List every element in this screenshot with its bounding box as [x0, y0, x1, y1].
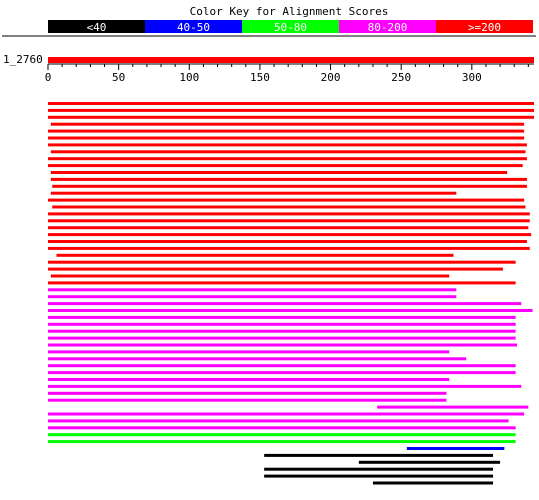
hit-bar[interactable]: [48, 212, 530, 216]
hit-bar[interactable]: [50, 150, 526, 154]
hit-bar[interactable]: [50, 274, 450, 278]
hit-bar[interactable]: [56, 253, 454, 257]
hit-bar[interactable]: [377, 405, 529, 409]
hit-bar[interactable]: [48, 364, 516, 368]
alignment-hits: [48, 102, 534, 485]
hit-bar[interactable]: [48, 336, 516, 340]
hit-bar[interactable]: [48, 136, 525, 140]
hit-bar[interactable]: [48, 315, 516, 319]
hit-bar[interactable]: [48, 102, 534, 105]
query-bar: [48, 57, 534, 63]
color-key-title: Color Key for Alignment Scores: [190, 5, 389, 18]
hit-bar[interactable]: [52, 184, 527, 188]
hit-bar[interactable]: [48, 350, 450, 354]
hit-bar[interactable]: [358, 460, 501, 464]
hit-bar[interactable]: [50, 122, 525, 126]
hit-bar[interactable]: [48, 219, 530, 223]
hit-bar[interactable]: [48, 246, 530, 250]
hit-bar[interactable]: [48, 426, 516, 430]
color-key-label: 80-200: [368, 21, 408, 34]
hit-bar[interactable]: [48, 433, 516, 437]
hit-bar[interactable]: [264, 474, 494, 478]
hit-bar[interactable]: [50, 171, 508, 174]
axis-tick-label: 50: [112, 71, 125, 84]
hit-bar[interactable]: [48, 419, 509, 423]
hit-bar[interactable]: [48, 384, 522, 388]
hit-bar[interactable]: [48, 157, 527, 161]
hit-bar[interactable]: [48, 240, 527, 243]
hit-bar[interactable]: [48, 398, 447, 402]
hit-bar[interactable]: [48, 322, 516, 326]
color-key-swatch: [145, 20, 242, 33]
hit-bar[interactable]: [50, 177, 527, 181]
hit-bar[interactable]: [48, 198, 525, 202]
hit-bar[interactable]: [50, 191, 457, 195]
hit-bar[interactable]: [52, 205, 526, 209]
hit-bar[interactable]: [48, 309, 533, 312]
hit-bar[interactable]: [48, 115, 534, 119]
hit-bar[interactable]: [48, 391, 447, 395]
hit-bar[interactable]: [48, 329, 516, 333]
hit-bar[interactable]: [48, 288, 457, 292]
axis-tick-label: 200: [321, 71, 341, 84]
hit-bar[interactable]: [48, 412, 525, 416]
hit-bar[interactable]: [406, 447, 505, 450]
color-key-swatch: [48, 20, 145, 33]
hit-bar[interactable]: [48, 302, 522, 306]
axis-tick-label: 0: [45, 71, 52, 84]
hit-bar[interactable]: [48, 378, 450, 381]
hit-bar[interactable]: [264, 453, 494, 457]
axis-tick-label: 300: [462, 71, 482, 84]
hit-bar[interactable]: [48, 371, 516, 375]
hit-bar[interactable]: [48, 295, 457, 299]
hit-bar[interactable]: [48, 233, 532, 237]
hit-bar[interactable]: [48, 260, 516, 264]
hit-bar[interactable]: [48, 357, 467, 361]
coordinate-axis: 0 50 100 150 200 250 300: [45, 63, 534, 84]
axis-tick-label: 150: [250, 71, 270, 84]
hit-bar[interactable]: [372, 481, 494, 485]
color-key-label: 50-80: [274, 21, 307, 34]
axis-tick-label: 100: [179, 71, 199, 84]
color-key-swatch: [242, 20, 339, 33]
hit-bar[interactable]: [264, 467, 494, 471]
hit-bar[interactable]: [48, 143, 527, 147]
hit-bar[interactable]: [48, 129, 525, 133]
hit-bar[interactable]: [48, 226, 529, 230]
color-key-swatch: [339, 20, 436, 33]
color-key-swatch: [436, 20, 533, 33]
hit-bar[interactable]: [48, 440, 516, 444]
axis-tick-label: 250: [391, 71, 411, 84]
query-label: 1_2760: [3, 53, 43, 66]
hit-bar[interactable]: [48, 108, 534, 112]
color-key-label: <40: [87, 21, 107, 34]
color-key-label: 40-50: [177, 21, 210, 34]
hit-bar[interactable]: [48, 267, 503, 271]
hit-bar[interactable]: [48, 164, 523, 168]
hit-bar[interactable]: [48, 281, 516, 285]
hit-bar[interactable]: [48, 343, 518, 347]
color-key: <40 40-50 50-80 80-200 >=200: [48, 20, 533, 34]
color-key-label: >=200: [468, 21, 501, 34]
